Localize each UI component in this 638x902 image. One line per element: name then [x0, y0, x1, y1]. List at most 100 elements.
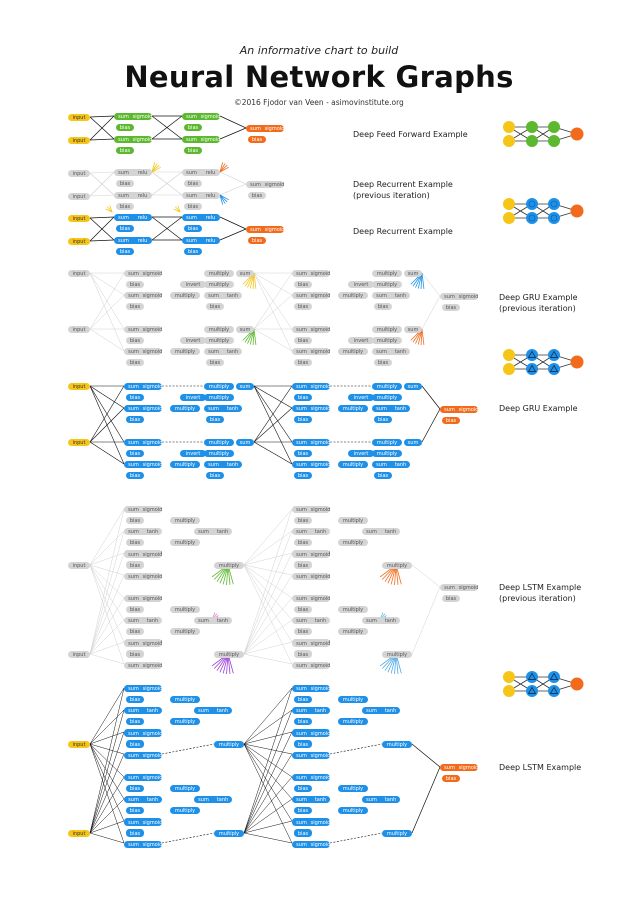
node-label: relu	[206, 170, 216, 176]
node-label: tanh	[227, 406, 238, 412]
recurrent-fan-line	[173, 208, 181, 213]
node-label: multiply	[175, 540, 195, 546]
recurrent-fan-line	[219, 162, 224, 173]
node-shape	[440, 293, 478, 300]
bias-node: bias	[374, 416, 392, 423]
node-label: multiply	[343, 786, 363, 792]
node-shape	[248, 192, 266, 199]
node-shape	[294, 807, 312, 814]
node-shape	[184, 180, 202, 187]
sum-sigmoid-node: sum sigmoid	[292, 551, 330, 558]
node-shape	[194, 617, 232, 624]
node-label: input	[73, 271, 86, 277]
sum-sigmoid-node: sum sigmoid	[124, 461, 162, 468]
node-label: sigmoid	[459, 765, 479, 771]
node-label: bias	[130, 518, 141, 524]
node-label: sigmoid	[143, 406, 163, 412]
node-label: sigmoid	[311, 440, 331, 446]
multiply-node: multiply	[338, 517, 368, 524]
multiply-node: multiply	[372, 326, 402, 333]
edge-line	[253, 385, 293, 443]
node-label: bias	[130, 451, 141, 457]
edge-line	[243, 564, 293, 576]
node-label: sigmoid	[311, 731, 331, 737]
edge-line	[89, 731, 125, 745]
edge-line	[243, 687, 293, 834]
node-label: bias	[298, 540, 309, 546]
edge-line	[89, 115, 115, 141]
node-label: multiply	[343, 406, 363, 412]
mini-network-rec	[503, 198, 584, 224]
node-shape	[124, 506, 162, 513]
edge-line	[243, 530, 293, 566]
node-label: bias	[298, 719, 309, 725]
edge-line	[421, 295, 441, 330]
node-label: multiply	[209, 271, 229, 277]
node-shape	[382, 741, 412, 748]
node-shape	[294, 606, 312, 613]
recurrent-fan-line	[219, 166, 229, 173]
node-label: sum	[296, 552, 307, 558]
node-label: bias	[130, 360, 141, 366]
recurrent-fan-line	[420, 272, 423, 289]
mini-hidden-node	[548, 121, 560, 133]
node-label: sum	[118, 215, 129, 221]
input-node: input	[68, 562, 90, 569]
edge-line	[243, 798, 293, 834]
node-label: sum	[128, 641, 139, 647]
mini-gate-mark	[527, 364, 537, 372]
edge-line	[89, 138, 115, 141]
node-shape	[338, 606, 368, 613]
edge-line	[89, 216, 115, 219]
edge-line	[161, 743, 215, 755]
node-shape	[292, 573, 330, 580]
node-label: sigmoid	[265, 182, 285, 188]
node-shape	[182, 192, 220, 199]
multiply-node: multiply	[372, 383, 402, 390]
node-shape	[292, 270, 330, 277]
bias-node: bias	[374, 472, 392, 479]
node-shape	[124, 685, 162, 692]
sum-sigmoid-node: sum sigmoid	[292, 573, 330, 580]
bias-node: bias	[126, 628, 144, 635]
node-shape	[294, 359, 312, 366]
node-shape	[294, 337, 312, 344]
credit-line: ©2016 Fjodor van Veen - asimovinstitute.…	[234, 98, 404, 107]
edge-line	[421, 272, 441, 297]
node-shape	[114, 214, 152, 221]
node-label: tanh	[395, 293, 406, 299]
edge-line	[89, 641, 125, 655]
node-shape	[292, 640, 330, 647]
node-label: bias	[210, 304, 221, 310]
node-label: sum	[296, 529, 307, 535]
edge-line	[253, 294, 293, 330]
input-node: input	[68, 741, 90, 748]
edge-line	[89, 776, 125, 834]
node-label: bias	[120, 148, 131, 154]
node-label: sum	[128, 293, 139, 299]
node-shape	[182, 136, 220, 143]
node-label: multiply	[175, 719, 195, 725]
node-shape	[382, 830, 412, 837]
node-shape	[124, 796, 162, 803]
sum-sigmoid-node: sum sigmoid	[124, 685, 162, 692]
node-label: bias	[130, 607, 141, 613]
node-label: sigmoid	[311, 842, 331, 848]
node-label: tanh	[395, 462, 406, 468]
sum-sigmoid-node: sum sigmoid	[124, 551, 162, 558]
node-label: tanh	[227, 462, 238, 468]
multiply-node: multiply	[382, 830, 412, 837]
input-node: input	[68, 326, 90, 333]
node-label: sigmoid	[143, 663, 163, 669]
node-label: relu	[138, 238, 148, 244]
node-label: sum	[128, 462, 139, 468]
node-label: invert	[354, 451, 369, 457]
node-label: bias	[298, 808, 309, 814]
node-shape	[170, 807, 200, 814]
node-shape	[236, 439, 254, 446]
node-label: multiply	[175, 607, 195, 613]
sum-sigmoid-node: sum sigmoid	[292, 774, 330, 781]
node-label: sigmoid	[311, 820, 331, 826]
edge-line	[219, 115, 247, 129]
recurrent-fan-line	[252, 328, 255, 345]
